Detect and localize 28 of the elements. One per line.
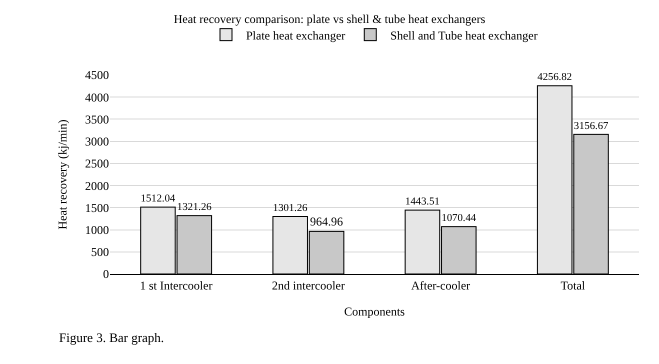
y-tick-label: 2000 xyxy=(85,178,109,193)
x-tick-label: Total xyxy=(560,278,586,292)
x-axis-title: Components xyxy=(344,304,406,318)
legend-label: Plate heat exchanger xyxy=(246,28,346,42)
x-tick-label: 2nd intercooler xyxy=(272,278,345,292)
data-label: 1321.26 xyxy=(177,202,212,213)
data-label: 4256.82 xyxy=(537,72,572,84)
data-label: 3156.67 xyxy=(574,120,608,132)
y-tick-label: 0 xyxy=(103,267,109,282)
caption: Figure 3. Bar graph. xyxy=(59,330,164,345)
data-label: 1301.26 xyxy=(272,202,308,214)
data-label: 964.96 xyxy=(310,214,344,228)
y-tick-label: 3500 xyxy=(85,112,109,126)
x-tick-label: 1 st Intercooler xyxy=(140,278,212,292)
y-tick-label: 1000 xyxy=(85,222,109,237)
y-tick-label: 4000 xyxy=(85,90,109,104)
y-tick-label: 500 xyxy=(91,245,109,260)
y-tick-label: 4500 xyxy=(85,68,109,82)
y-tick-label: 3000 xyxy=(85,134,109,149)
data-label: 1070.44 xyxy=(442,213,477,224)
chart-title: Heat recovery comparison: plate vs shell & tube heat exchangers xyxy=(174,12,486,26)
legend-label: Shell and Tube heat exchanger xyxy=(390,28,538,42)
y-tick-label: 1500 xyxy=(85,200,109,215)
y-axis-title: Heat recovery (kj/min) xyxy=(55,120,70,230)
y-tick-label: 2500 xyxy=(85,156,109,171)
data-label: 1512.04 xyxy=(140,193,176,204)
x-tick-label: After-cooler xyxy=(411,278,470,292)
data-label: 1443.51 xyxy=(405,196,440,208)
